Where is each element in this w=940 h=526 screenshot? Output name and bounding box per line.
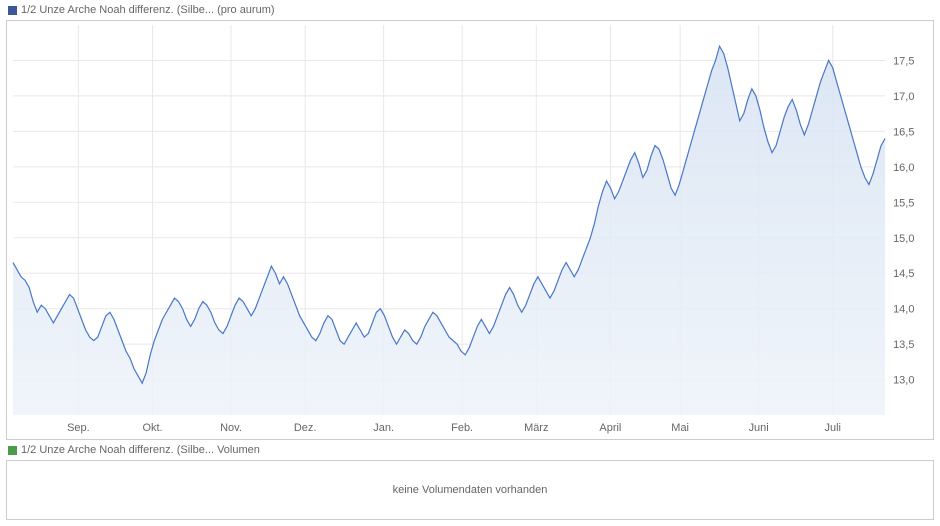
svg-text:15,0: 15,0 [893,233,914,245]
svg-text:13,0: 13,0 [893,375,914,387]
svg-text:März: März [524,422,548,434]
svg-text:April: April [599,422,621,434]
svg-text:Sep.: Sep. [67,422,90,434]
svg-text:Mai: Mai [671,422,689,434]
legend-volume-label: 1/2 Unze Arche Noah differenz. (Silbe...… [21,444,260,456]
legend-volume: 1/2 Unze Arche Noah differenz. (Silbe...… [6,444,934,456]
svg-text:14,5: 14,5 [893,268,914,280]
svg-text:Jan.: Jan. [373,422,394,434]
svg-text:Nov.: Nov. [220,422,242,434]
volume-box: keine Volumendaten vorhanden [6,460,934,520]
chart-container: 1/2 Unze Arche Noah differenz. (Silbe...… [0,0,940,526]
svg-text:17,0: 17,0 [893,91,914,103]
price-chart-svg: 13,0 13,5 14,0 14,5 15,0 15,5 16,0 16,5 17,0 17,5… [7,21,933,439]
legend-series: 1/2 Unze Arche Noah differenz. (Silbe...… [8,4,275,16]
svg-text:Juli: Juli [825,422,841,434]
price-chart: 13,0 13,5 14,0 14,5 15,0 15,5 16,0 16,5 17,0 17,5… [6,20,934,440]
legend-swatch-volume [8,446,17,455]
svg-text:14,0: 14,0 [893,304,914,316]
svg-text:16,0: 16,0 [893,162,914,174]
svg-text:17,5: 17,5 [893,55,914,67]
svg-text:16,5: 16,5 [893,126,914,138]
svg-text:15,5: 15,5 [893,197,914,209]
legend-swatch-series [8,6,17,15]
svg-text:Feb.: Feb. [451,422,473,434]
legend-series-label: 1/2 Unze Arche Noah differenz. (Silbe...… [21,4,275,16]
volume-section: 1/2 Unze Arche Noah differenz. (Silbe...… [6,444,934,520]
svg-text:13,5: 13,5 [893,339,914,351]
volume-empty-text: keine Volumendaten vorhanden [393,484,548,496]
svg-text:Okt.: Okt. [142,422,162,434]
svg-text:Juni: Juni [749,422,769,434]
svg-text:Dez.: Dez. [294,422,317,434]
